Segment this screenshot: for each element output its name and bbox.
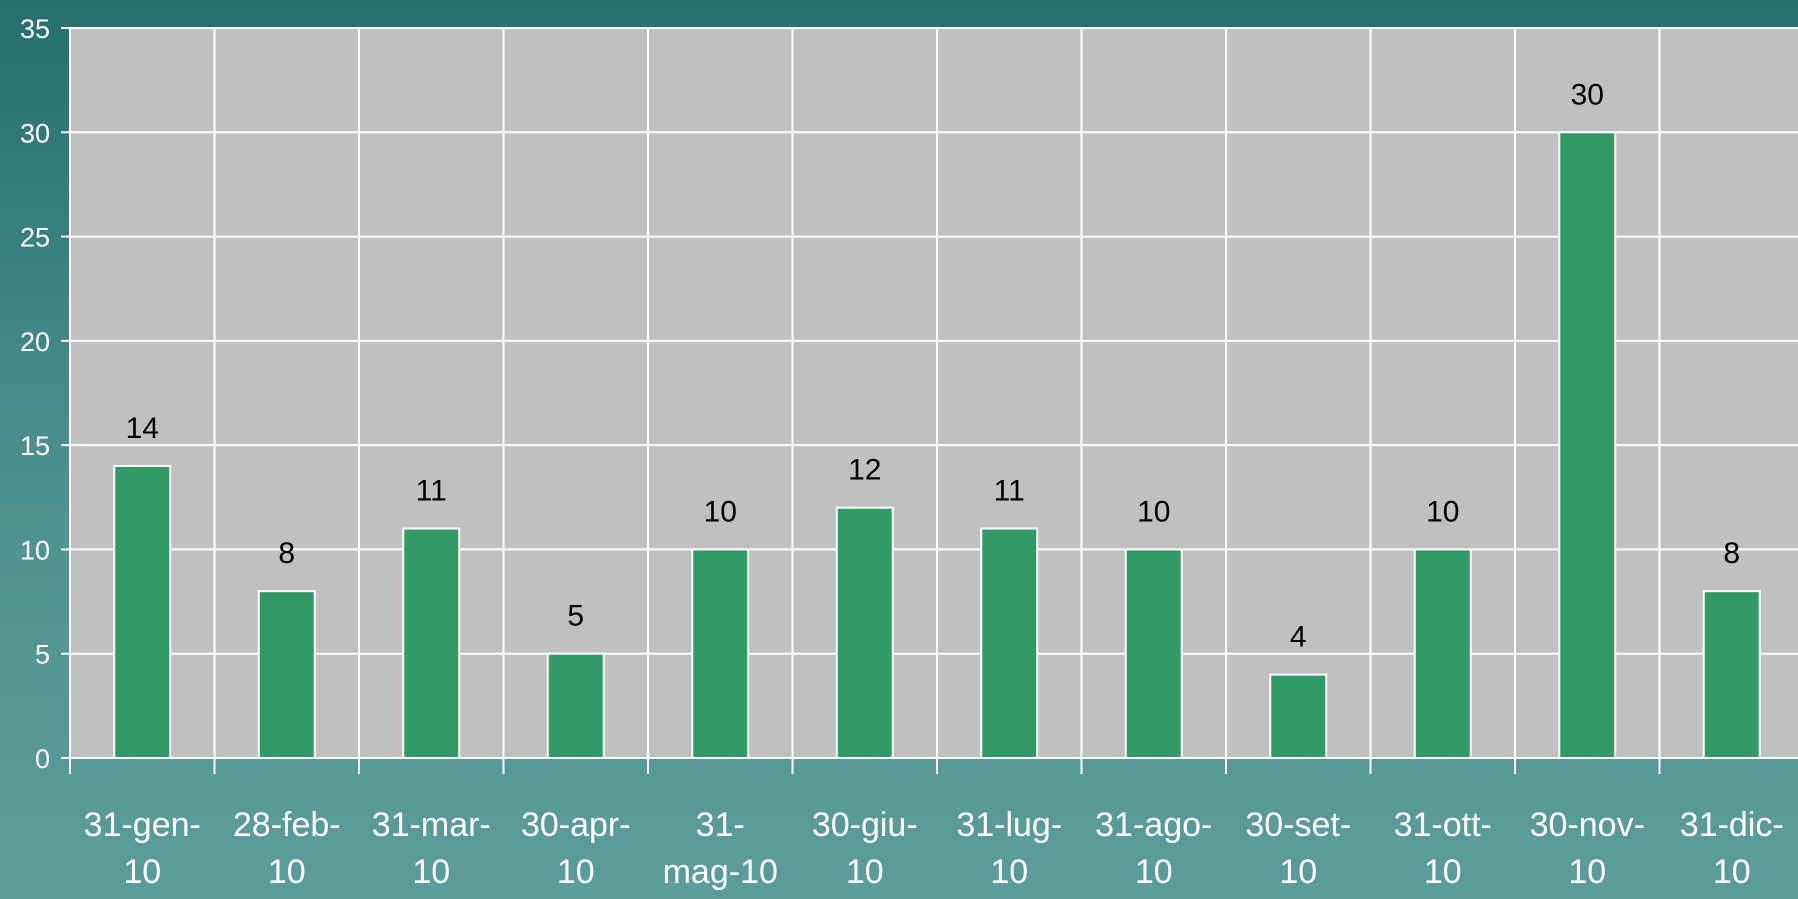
data-label: 10 [1137,495,1170,528]
bar [1413,548,1472,760]
plot-area [70,28,1798,758]
x-tick-label: 31-mar-10 [372,806,491,891]
bar [1269,673,1328,759]
data-label: 10 [1426,495,1459,528]
y-tick-label: 0 [35,744,50,774]
x-tick-label: 31-mag-10 [663,806,778,891]
data-label: 12 [848,454,881,487]
x-tick-labels: 31-gen-10 28-feb-10 31-mar-10 30-apr-10 31-m… [84,806,1784,891]
data-label: 30 [1571,78,1604,111]
x-tick-label: 30-apr-10 [521,806,631,891]
bar [691,548,750,760]
data-label: 5 [567,600,584,633]
data-label: 14 [126,412,159,445]
bar [980,527,1039,759]
data-label: 8 [1723,537,1740,570]
y-tick-label: 25 [20,223,50,253]
data-label: 11 [994,475,1025,508]
x-tick-label: 31-ago-10 [1095,806,1212,891]
bar [1558,131,1617,760]
x-tick-label: 31-gen-10 [84,806,201,891]
y-tick-label: 30 [20,118,50,148]
data-label: 11 [416,475,447,508]
x-tick-label: 31-lug-10 [956,806,1062,891]
y-tick-label: 35 [20,14,50,44]
data-label: 4 [1290,621,1307,654]
x-tick-label: 31-ott-10 [1394,806,1492,891]
bar [835,506,894,760]
bars [113,131,1761,760]
y-tick-label: 20 [20,327,50,357]
x-tick-label: 30-giu-10 [812,806,918,891]
data-label: 10 [704,495,737,528]
gridlines [70,27,1798,758]
bar [113,465,172,759]
x-tick-label: 28-feb-10 [233,806,341,891]
y-tick-labels: 0 5 10 15 20 25 30 35 [20,14,50,774]
data-labels: 14 8 11 5 10 12 11 10 4 10 30 8 [126,78,1741,653]
x-tick-label: 30-set-10 [1245,806,1351,891]
bar [257,590,316,760]
data-label: 8 [278,537,295,570]
x-tick-label: 31-dic-10 [1680,806,1784,891]
y-tick-label: 15 [20,431,50,461]
y-tick-label: 5 [35,640,50,670]
bar [1124,548,1183,760]
y-tick-label: 10 [20,535,50,565]
bar [1702,590,1761,760]
bar [402,527,461,759]
x-tick-label: 30-nov-10 [1530,806,1645,891]
bar [546,652,605,760]
axes [61,27,1798,774]
